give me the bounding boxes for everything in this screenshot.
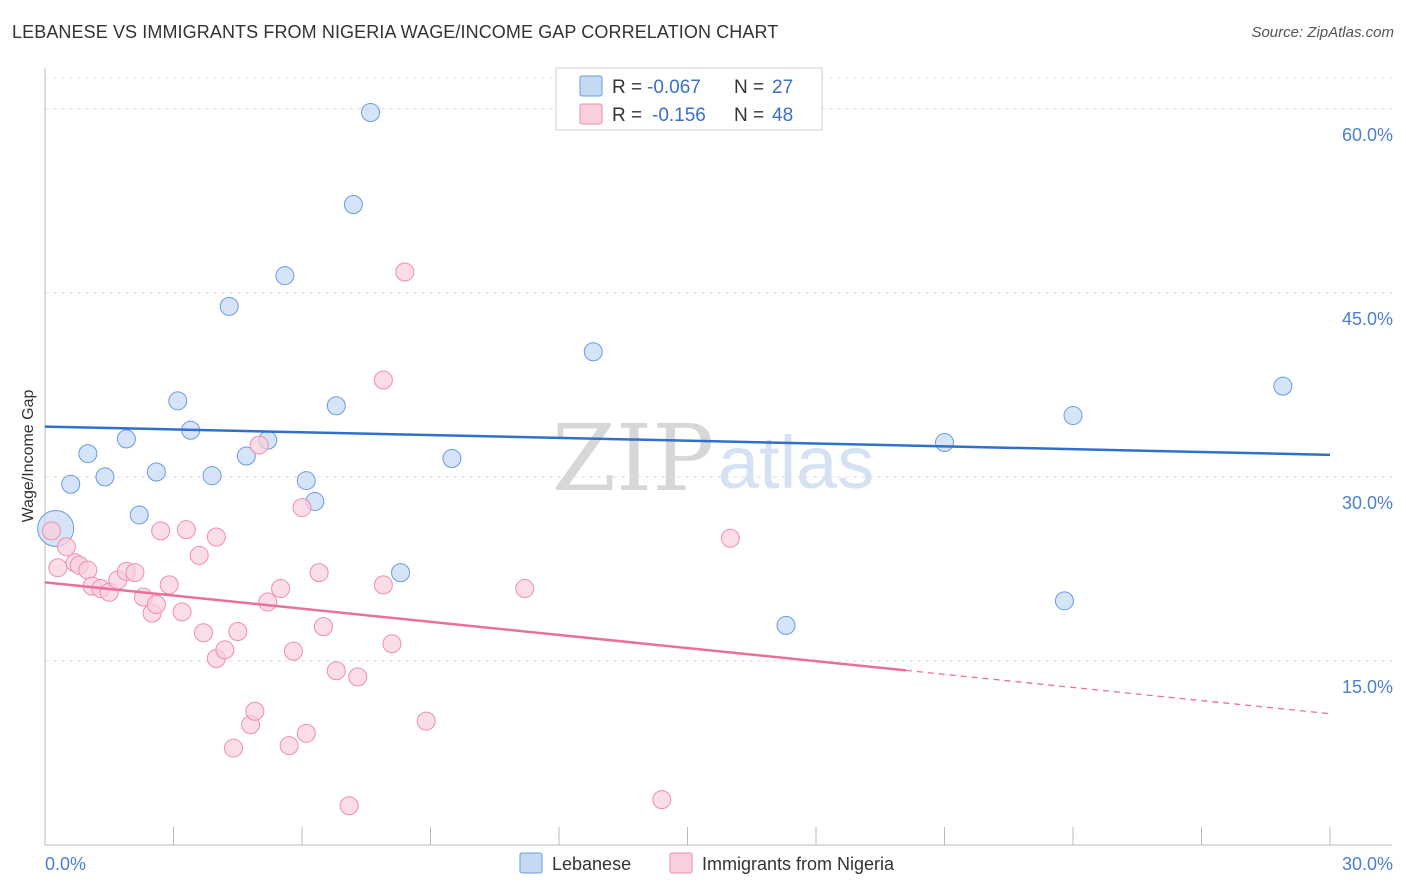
y-tick-label: 60.0% xyxy=(1342,125,1393,145)
stats-legend: R = -0.067 N = 27 R = -0.156 N = 48 xyxy=(555,67,823,131)
series-legend: Lebanese Immigrants from Nigeria xyxy=(519,852,895,874)
legend-r-value-1: -0.067 xyxy=(647,77,701,98)
point-nigeria xyxy=(245,701,265,721)
watermark: ZIP atlas xyxy=(552,405,874,512)
point-lebanese xyxy=(776,615,796,635)
y-axis-label: Wage/Income Gap xyxy=(20,390,37,523)
legend-r-label-1: R = xyxy=(612,77,642,98)
point-lebanese xyxy=(219,296,239,316)
legend-n-value-1: 27 xyxy=(772,77,793,98)
point-nigeria xyxy=(258,592,278,612)
gridlines xyxy=(45,77,1392,662)
trend-line-lebanese xyxy=(44,425,1331,457)
point-lebanese xyxy=(146,462,166,482)
point-nigeria xyxy=(373,370,393,390)
trend-lines xyxy=(44,425,1331,715)
legend-swatch-nigeria xyxy=(579,103,603,125)
point-nigeria xyxy=(271,579,291,599)
chart-title: LEBANESE VS IMMIGRANTS FROM NIGERIA WAGE… xyxy=(12,22,779,42)
point-nigeria xyxy=(176,520,196,540)
point-lebanese xyxy=(275,266,295,286)
source-label: Source: ZipAtlas.com xyxy=(1251,24,1394,41)
point-lebanese xyxy=(1054,591,1074,611)
legend-swatch-lebanese xyxy=(579,75,603,97)
point-nigeria xyxy=(172,602,192,622)
bottom-legend-label-nigeria: Immigrants from Nigeria xyxy=(702,854,895,874)
point-nigeria xyxy=(159,575,179,595)
point-nigeria xyxy=(48,558,68,578)
point-lebanese xyxy=(442,449,462,468)
point-nigeria xyxy=(339,796,359,816)
point-nigeria xyxy=(228,622,248,642)
point-lebanese xyxy=(78,444,98,464)
legend-r-value-2: -0.156 xyxy=(652,105,706,126)
point-lebanese xyxy=(116,429,136,449)
trend-line-nigeria xyxy=(44,581,907,672)
legend-r-label-2: R = xyxy=(612,105,642,126)
point-lebanese xyxy=(95,467,115,487)
point-nigeria xyxy=(720,528,740,548)
point-lebanese xyxy=(1063,406,1083,426)
point-nigeria xyxy=(78,560,98,580)
y-tick-label: 45.0% xyxy=(1342,309,1393,329)
bottom-legend-swatch-lebanese xyxy=(519,852,543,874)
point-lebanese xyxy=(236,446,256,466)
tick-labels: 15.0% 30.0% 45.0% 60.0% 0.0% 30.0% xyxy=(45,125,1393,874)
point-nigeria xyxy=(151,521,171,541)
point-lebanese xyxy=(343,195,363,215)
point-nigeria xyxy=(249,435,269,455)
point-lebanese xyxy=(361,102,381,122)
point-lebanese xyxy=(296,471,316,491)
point-nigeria xyxy=(215,640,235,660)
y-tick-label: 30.0% xyxy=(1342,493,1393,513)
watermark-zip: ZIP xyxy=(552,405,714,512)
point-lebanese xyxy=(202,466,222,486)
point-lebanese xyxy=(168,391,188,411)
x-tick-label: 30.0% xyxy=(1342,854,1393,874)
point-lebanese xyxy=(61,474,81,494)
point-nigeria xyxy=(309,563,329,583)
point-nigeria xyxy=(326,661,346,681)
point-nigeria xyxy=(56,537,76,557)
data-points xyxy=(37,102,1293,816)
point-nigeria xyxy=(146,595,166,615)
point-nigeria xyxy=(515,579,535,599)
point-nigeria xyxy=(348,667,368,687)
axes xyxy=(44,68,1392,846)
point-nigeria xyxy=(313,617,333,637)
bottom-legend-swatch-nigeria xyxy=(669,852,693,874)
point-nigeria xyxy=(193,623,213,643)
watermark-atlas: atlas xyxy=(718,421,874,504)
point-lebanese xyxy=(935,433,954,453)
legend-n-label-2: N = xyxy=(734,105,764,126)
trend-line-nigeria-dashed xyxy=(905,669,1331,715)
point-lebanese xyxy=(583,342,603,362)
point-lebanese xyxy=(326,396,346,416)
point-nigeria xyxy=(373,575,393,595)
point-nigeria xyxy=(382,634,402,654)
point-nigeria xyxy=(125,563,145,583)
point-lebanese xyxy=(1273,376,1293,396)
point-nigeria xyxy=(189,545,209,565)
legend-n-value-2: 48 xyxy=(772,105,793,126)
point-nigeria xyxy=(652,790,672,810)
y-tick-label: 15.0% xyxy=(1342,677,1393,697)
point-nigeria xyxy=(206,527,226,547)
bottom-legend-label-lebanese: Lebanese xyxy=(552,854,631,874)
point-nigeria xyxy=(283,641,303,661)
legend-n-label-1: N = xyxy=(734,77,764,98)
point-nigeria xyxy=(292,498,312,518)
point-nigeria xyxy=(296,723,316,743)
point-nigeria xyxy=(416,711,436,731)
point-nigeria xyxy=(223,738,243,758)
point-lebanese xyxy=(391,563,411,583)
point-nigeria xyxy=(395,262,415,282)
x-tick-label: 0.0% xyxy=(45,854,86,874)
point-lebanese xyxy=(129,505,149,525)
point-nigeria xyxy=(279,736,299,756)
point-nigeria xyxy=(41,521,61,541)
